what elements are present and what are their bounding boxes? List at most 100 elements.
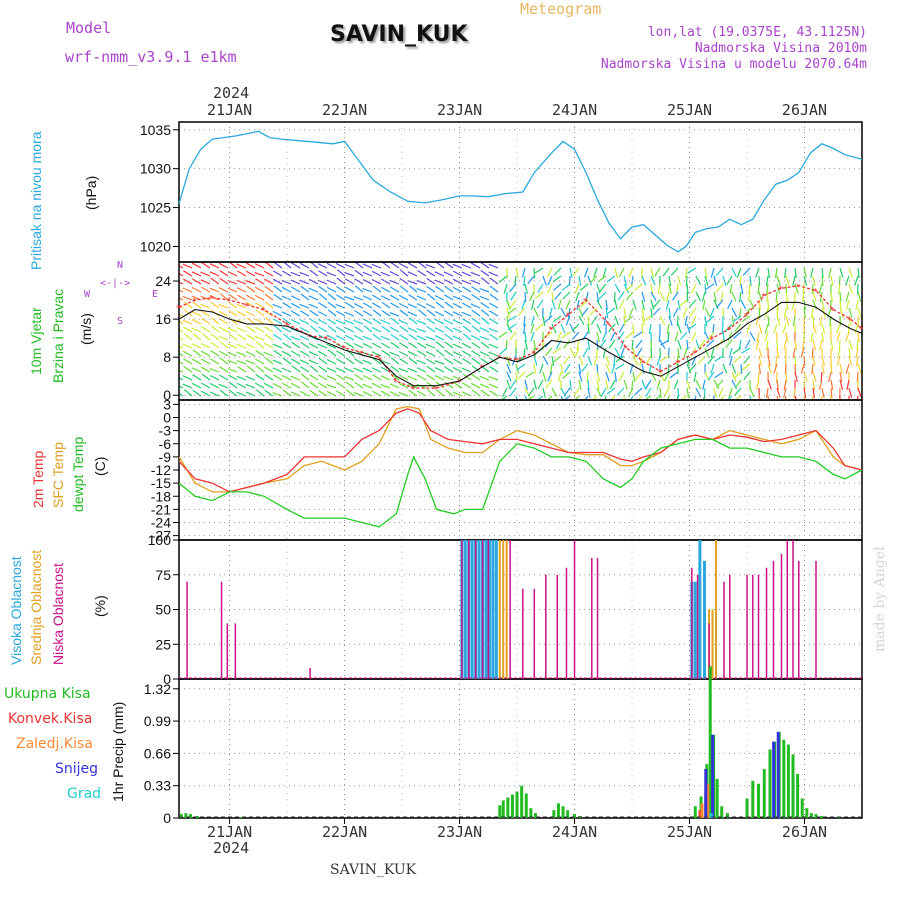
- wind-arrow: [652, 299, 661, 308]
- wind-arrow: [371, 326, 382, 333]
- wind-arrow: [623, 275, 628, 286]
- wind-arrow: [676, 355, 679, 367]
- wind-arrow: [802, 291, 805, 302]
- wind-arrow: [793, 387, 796, 399]
- wind-arrow: [182, 326, 193, 333]
- cloud-bar-niska-oblacnost: [596, 558, 599, 679]
- wind-arrow: [542, 315, 546, 326]
- wind-speed-point: *: [727, 326, 732, 336]
- wind-arrow: [535, 291, 544, 299]
- wind-arrow: [669, 371, 679, 379]
- wind-arrow: [641, 315, 645, 326]
- wind-arrow: [820, 371, 823, 383]
- wind-arrow: [701, 291, 706, 302]
- cloud-bar-niska-oblacnost: [220, 581, 223, 679]
- wind-arrow: [587, 379, 590, 391]
- wind-arrow: [282, 302, 292, 309]
- wind-speed-point: *: [859, 326, 864, 336]
- wind-arrow: [264, 285, 274, 293]
- cloud-bar-srednja-oblacnost: [498, 540, 501, 679]
- wind-arrow: [318, 270, 328, 277]
- wind-arrow: [417, 262, 427, 269]
- wind-arrow: [648, 323, 652, 334]
- wind-arrow: [255, 341, 265, 349]
- wind-arrow: [461, 342, 472, 349]
- wind-arrow: [533, 339, 536, 350]
- wind-arrow: [727, 331, 733, 342]
- wind-arrow: [606, 387, 616, 395]
- wind-arrow: [657, 283, 661, 294]
- wind-arrow: [299, 359, 310, 365]
- wind-arrow: [444, 349, 454, 357]
- wind-arrow: [618, 299, 625, 310]
- wind-arrow: [417, 350, 427, 357]
- wind-arrow: [857, 291, 862, 302]
- wind-speed-point: *: [434, 385, 439, 395]
- cloud-bar-niska-oblacnost: [556, 574, 559, 679]
- wind-arrow: [636, 347, 643, 357]
- wind-arrow: [179, 385, 184, 389]
- wind-arrow: [426, 325, 436, 333]
- wind-arrow: [605, 363, 611, 374]
- wind-arrow: [544, 315, 553, 324]
- wind-arrow: [836, 323, 841, 334]
- day-label-bottom: 26JAN: [782, 823, 827, 841]
- wind-arrow: [773, 323, 778, 334]
- wind-speed-point: *: [744, 311, 749, 321]
- wind-arrow: [698, 339, 706, 349]
- wind-arrow: [435, 262, 445, 269]
- wind-arrow: [839, 371, 843, 382]
- wind-arrow: [830, 379, 834, 390]
- wind-arrow: [605, 299, 608, 310]
- wind-arrow: [299, 303, 310, 309]
- wind-arrow: [300, 285, 310, 293]
- wind-arrow: [741, 363, 751, 371]
- wind-arrow: [407, 311, 418, 317]
- wind-arrow: [290, 391, 301, 397]
- wind-arrow: [686, 363, 692, 374]
- wind-arrow: [344, 327, 355, 333]
- wind-arrow: [191, 382, 202, 389]
- wind-arrow: [290, 279, 301, 285]
- day-label-bottom: 22JAN: [322, 823, 367, 841]
- precip-bar: [188, 814, 192, 818]
- wind-arrow: [506, 355, 511, 366]
- ytick-label: -6: [159, 436, 172, 452]
- wind-arrow: [317, 310, 328, 317]
- wind-arrow: [767, 379, 772, 390]
- wind-arrow: [471, 325, 481, 333]
- wind-arrow: [434, 318, 445, 325]
- wind-arrow: [514, 275, 517, 286]
- wind-arrow: [309, 374, 319, 381]
- wind-arrow: [381, 309, 391, 317]
- wind-arrow: [845, 331, 850, 342]
- wind-arrow: [281, 350, 292, 357]
- wind-arrow: [665, 291, 670, 302]
- wind-arrow: [812, 323, 817, 334]
- wind-arrow: [435, 389, 445, 397]
- wind-arrow: [299, 326, 310, 333]
- precip-bar: [573, 814, 577, 818]
- wind-arrow: [857, 307, 862, 318]
- wind-arrow: [764, 323, 769, 334]
- wind-arrow: [830, 275, 834, 286]
- wind-arrow: [537, 283, 544, 293]
- wind-arrow: [785, 331, 789, 342]
- wind-arrow: [524, 331, 527, 342]
- wind-arrow: [728, 387, 733, 398]
- wind-arrow: [210, 333, 220, 341]
- wind-arrow: [757, 371, 760, 383]
- wind-arrow: [734, 323, 742, 333]
- ytick-label: 1025: [140, 200, 171, 216]
- wind-arrow: [452, 311, 463, 317]
- wind-arrow: [628, 267, 634, 278]
- wind-arrow: [547, 283, 553, 294]
- wind-arrow: [272, 367, 283, 373]
- wind-arrow: [210, 350, 220, 357]
- wind-arrow: [353, 295, 364, 301]
- wind-arrow: [665, 299, 670, 310]
- wind-arrow: [317, 350, 328, 357]
- wind-arrow: [507, 323, 517, 331]
- wind-arrow: [581, 363, 589, 373]
- wind-arrow: [218, 374, 229, 381]
